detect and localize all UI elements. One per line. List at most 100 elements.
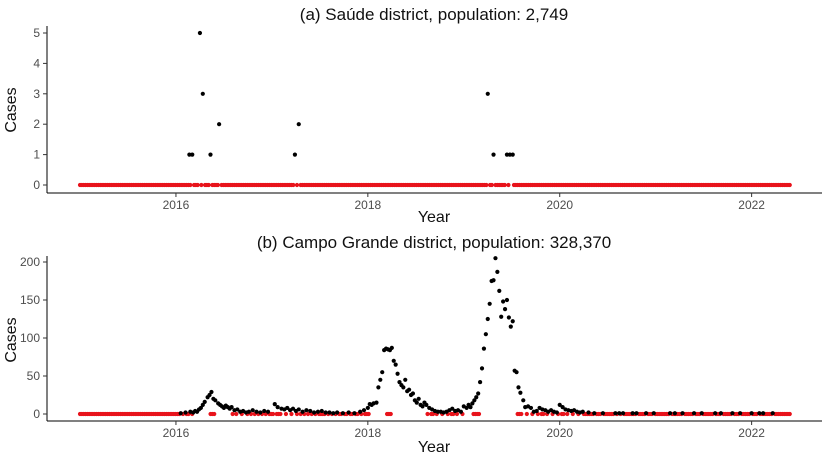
y-axis-label: Cases — [3, 317, 20, 362]
case-point — [477, 379, 483, 385]
case-point — [510, 319, 515, 324]
case-point — [691, 411, 697, 416]
zero-case-point — [388, 411, 393, 417]
case-point — [374, 400, 379, 405]
case-point — [770, 411, 775, 416]
case-point — [178, 411, 183, 416]
zero-case-point — [212, 411, 217, 417]
case-point — [410, 391, 416, 396]
y-ticks: 0 50 100 150 200 — [20, 255, 47, 421]
case-point — [497, 288, 502, 293]
case-point — [643, 411, 649, 416]
case-point — [378, 377, 383, 382]
zero-case-point — [366, 411, 371, 417]
zero-case-point — [289, 411, 294, 417]
case-point — [272, 402, 277, 407]
case-point — [246, 409, 251, 414]
x-ticks: 2016 2018 2020 2022 — [163, 193, 765, 212]
chart-title: (a) Saúde district, population: 2,749 — [300, 5, 568, 24]
zero-case-point — [278, 411, 283, 417]
case-point — [557, 402, 562, 407]
y-ticks: 0 1 2 3 4 5 — [33, 26, 47, 192]
case-point — [414, 400, 419, 405]
x-tick-label: 2020 — [546, 426, 573, 440]
zero-case-point — [291, 182, 296, 188]
case-point — [190, 152, 195, 157]
case-point — [262, 408, 267, 414]
case-point — [380, 370, 385, 375]
case-point — [235, 407, 240, 412]
zero-case-point — [454, 411, 460, 417]
x-tick-label: 2018 — [354, 426, 381, 440]
zero-case-point — [195, 182, 200, 188]
case-point — [738, 411, 743, 416]
zero-case-point — [206, 182, 211, 188]
y-tick-label: 50 — [27, 369, 41, 383]
case-point — [487, 301, 492, 306]
case-point — [634, 411, 639, 416]
case-point — [485, 91, 490, 96]
zero-case-point — [484, 182, 489, 188]
case-point — [749, 411, 754, 416]
case-point — [493, 256, 498, 261]
zero-case-point — [787, 182, 792, 188]
case-point — [312, 410, 317, 415]
y-tick-label: 4 — [33, 56, 40, 70]
case-point — [718, 411, 724, 416]
case-point — [504, 297, 510, 303]
case-point — [327, 410, 332, 415]
zero-case-point — [283, 411, 289, 417]
case-point — [319, 408, 324, 414]
case-point — [217, 122, 222, 127]
case-point — [183, 410, 188, 415]
x-tick-label: 2020 — [546, 198, 573, 212]
case-point — [483, 332, 488, 337]
case-point — [254, 409, 259, 414]
case-point — [521, 398, 526, 403]
x-ticks: 2016 2018 2020 2022 — [163, 421, 765, 440]
case-point — [331, 411, 336, 416]
case-point — [620, 411, 626, 416]
y-tick-label: 200 — [20, 255, 40, 269]
case-point — [229, 405, 234, 410]
case-point — [207, 392, 212, 398]
zero-case-point — [541, 411, 546, 417]
case-point — [464, 405, 469, 411]
case-point — [340, 411, 345, 416]
y-tick-label: 0 — [33, 407, 40, 421]
zero-case-point — [561, 411, 566, 417]
x-tick-label: 2016 — [163, 198, 190, 212]
case-point — [424, 402, 429, 407]
case-point — [528, 405, 534, 411]
chart-title: (b) Campo Grande district, population: 3… — [257, 233, 611, 252]
case-point — [699, 411, 704, 416]
zero-case-point — [234, 411, 239, 417]
zero-case-point — [476, 411, 482, 417]
case-point — [470, 401, 475, 406]
zero-case-point — [565, 411, 570, 417]
case-point — [406, 387, 412, 392]
case-point — [495, 269, 500, 274]
case-point — [187, 152, 192, 157]
zero-case-point — [506, 182, 511, 188]
case-point — [667, 411, 673, 416]
case-point — [365, 405, 370, 411]
zero-case-point — [524, 411, 529, 417]
zero-case-point — [305, 411, 311, 417]
y-tick-label: 5 — [33, 26, 40, 40]
case-point — [680, 411, 685, 416]
case-point — [502, 307, 508, 312]
case-point — [617, 411, 622, 416]
case-point — [389, 345, 394, 350]
case-point — [554, 410, 559, 415]
case-point — [393, 362, 398, 367]
case-point — [476, 391, 481, 396]
case-point — [514, 370, 519, 375]
case-point — [265, 409, 271, 414]
case-point — [757, 411, 762, 416]
case-point — [300, 409, 305, 414]
case-point — [506, 315, 511, 320]
x-axis-label: Year — [418, 439, 451, 456]
case-point — [481, 346, 487, 351]
